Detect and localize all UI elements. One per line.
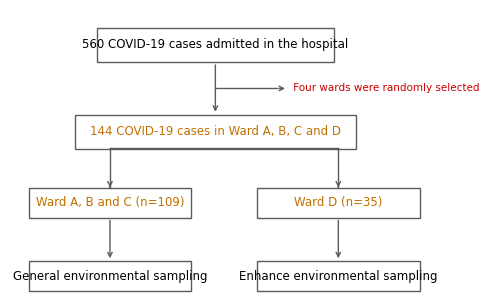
FancyBboxPatch shape (257, 261, 420, 291)
Text: Four wards were randomly selected: Four wards were randomly selected (290, 83, 480, 93)
Text: 560 COVID-19 cases admitted in the hospital: 560 COVID-19 cases admitted in the hospi… (82, 38, 348, 52)
Text: Ward A, B and C (n=109): Ward A, B and C (n=109) (36, 196, 184, 209)
FancyBboxPatch shape (257, 188, 420, 218)
Text: 144 COVID-19 cases in Ward A, B, C and D: 144 COVID-19 cases in Ward A, B, C and D (90, 125, 341, 138)
Text: General environmental sampling: General environmental sampling (12, 270, 207, 283)
FancyBboxPatch shape (97, 28, 334, 62)
FancyBboxPatch shape (75, 115, 356, 149)
FancyBboxPatch shape (29, 188, 191, 218)
Text: Ward D (n=35): Ward D (n=35) (294, 196, 382, 209)
Text: Enhance environmental sampling: Enhance environmental sampling (239, 270, 438, 283)
FancyBboxPatch shape (29, 261, 191, 291)
